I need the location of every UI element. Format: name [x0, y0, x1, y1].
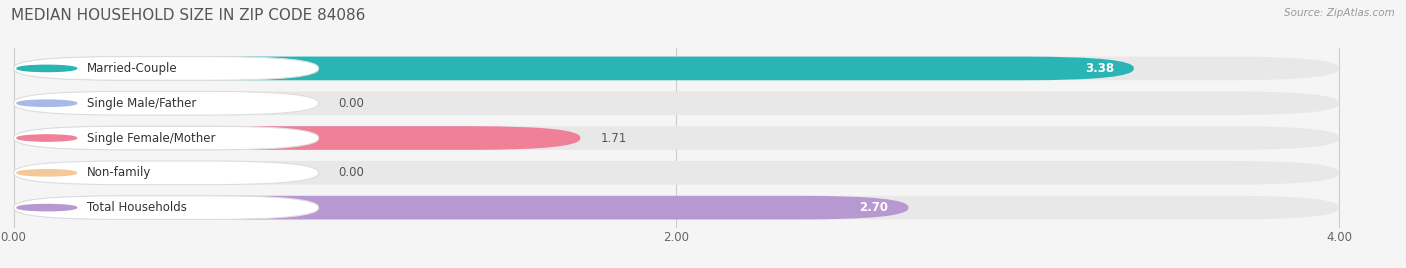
- Circle shape: [17, 65, 77, 72]
- FancyBboxPatch shape: [14, 196, 908, 219]
- Text: Source: ZipAtlas.com: Source: ZipAtlas.com: [1284, 8, 1395, 18]
- Text: 0.00: 0.00: [339, 166, 364, 179]
- Text: Single Female/Mother: Single Female/Mother: [87, 132, 215, 144]
- Text: 1.71: 1.71: [600, 132, 627, 144]
- FancyBboxPatch shape: [14, 126, 319, 150]
- FancyBboxPatch shape: [14, 57, 1133, 80]
- Text: Single Male/Father: Single Male/Father: [87, 97, 195, 110]
- FancyBboxPatch shape: [14, 126, 581, 150]
- Text: MEDIAN HOUSEHOLD SIZE IN ZIP CODE 84086: MEDIAN HOUSEHOLD SIZE IN ZIP CODE 84086: [11, 8, 366, 23]
- Text: 3.38: 3.38: [1085, 62, 1114, 75]
- FancyBboxPatch shape: [14, 91, 319, 115]
- Text: Married-Couple: Married-Couple: [87, 62, 177, 75]
- Circle shape: [17, 135, 77, 141]
- FancyBboxPatch shape: [14, 126, 1340, 150]
- Text: 0.00: 0.00: [339, 97, 364, 110]
- Text: 2.70: 2.70: [859, 201, 889, 214]
- Text: Non-family: Non-family: [87, 166, 150, 179]
- FancyBboxPatch shape: [14, 161, 319, 185]
- Text: Total Households: Total Households: [87, 201, 187, 214]
- Circle shape: [17, 204, 77, 211]
- Circle shape: [17, 170, 77, 176]
- FancyBboxPatch shape: [14, 57, 1340, 80]
- FancyBboxPatch shape: [14, 196, 1340, 219]
- FancyBboxPatch shape: [14, 91, 1340, 115]
- Circle shape: [17, 100, 77, 106]
- FancyBboxPatch shape: [14, 196, 319, 219]
- FancyBboxPatch shape: [14, 57, 319, 80]
- FancyBboxPatch shape: [14, 161, 1340, 185]
